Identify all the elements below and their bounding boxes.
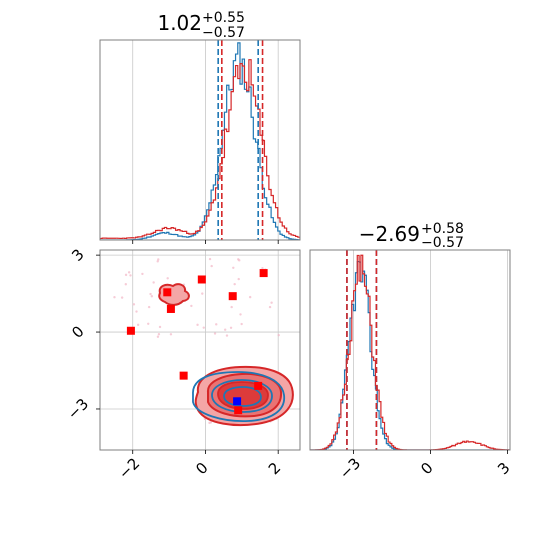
- grid-marginal-1: [132, 40, 279, 240]
- histogram-red-param-2: [310, 254, 510, 450]
- sample-point: [150, 295, 154, 298]
- sample-point: [202, 326, 205, 329]
- sample-point: [156, 335, 160, 338]
- sample-point: [169, 333, 173, 336]
- marker-red-square: [163, 288, 172, 297]
- sample-point: [141, 272, 144, 276]
- y-tick-label: −3: [64, 395, 92, 423]
- sample-point: [158, 325, 162, 329]
- histogram-red-param-1: [100, 59, 300, 240]
- quantile-lines-param-1: [217, 40, 264, 240]
- sample-point: [147, 322, 150, 325]
- sample-point: [215, 323, 218, 326]
- sample-point: [124, 283, 128, 286]
- sample-point: [208, 257, 212, 261]
- contour-blue-outer: [192, 371, 285, 422]
- sample-point: [261, 267, 264, 270]
- panel-marginal-2: −3 0 3 −2.69 +0.58 −0.57: [309, 221, 514, 483]
- marker-red-square: [126, 326, 135, 335]
- sample-point: [157, 333, 161, 336]
- marker-red-square: [234, 406, 243, 415]
- ticks-marginal-1: [132, 240, 279, 244]
- x-tick-label: −2: [115, 454, 143, 482]
- marker-red-square: [228, 292, 237, 301]
- sample-point: [240, 322, 243, 326]
- ticks-joint: −2 0 2 −3 0 3: [64, 245, 285, 482]
- marginal-1-title-value: 1.02: [157, 11, 202, 35]
- sample-point: [239, 313, 242, 316]
- sample-point: [270, 301, 273, 304]
- sample-point: [223, 328, 227, 331]
- histogram-blue-param-1: [100, 42, 300, 240]
- sample-point: [201, 292, 204, 295]
- y-tick-label: 3: [68, 245, 87, 264]
- scatter-markers: [126, 269, 268, 415]
- sample-point: [232, 266, 235, 269]
- sample-point: [113, 296, 116, 299]
- panel-marginal-1: 1.02 +0.55 −0.57: [99, 10, 301, 244]
- sample-point: [225, 334, 229, 337]
- ticks-marginal-2: −3 0 3: [336, 450, 514, 483]
- sample-point: [120, 296, 124, 299]
- y-tick-label: 0: [68, 322, 87, 341]
- sample-point: [233, 282, 236, 286]
- sample-point: [157, 258, 160, 261]
- sample-point: [135, 310, 138, 313]
- sample-point: [238, 259, 241, 262]
- x-tick-label: 3: [494, 459, 513, 478]
- marker-red-square: [259, 269, 268, 278]
- sample-point: [248, 295, 252, 299]
- sample-point: [124, 273, 128, 277]
- sample-point: [210, 264, 213, 268]
- quantile-lines-param-2: [346, 250, 378, 450]
- marker-red-square: [197, 275, 206, 284]
- axes-frame-marginal-2: [309, 249, 511, 451]
- panel-joint-2d: −2 0 2 −3 0 3: [64, 245, 301, 483]
- sample-point: [229, 326, 233, 329]
- marker-red-square: [166, 304, 175, 313]
- x-tick-label: 0: [417, 459, 436, 478]
- marginal-2-title-value: −2.69: [359, 222, 420, 246]
- sample-point: [149, 292, 152, 296]
- sample-point: [127, 271, 131, 274]
- marginal-1-title-plus: +0.55: [202, 10, 245, 26]
- sample-point: [209, 421, 213, 424]
- sample-point: [268, 305, 272, 309]
- contours-red: [158, 283, 294, 426]
- sample-point: [190, 304, 193, 308]
- marker-red-square: [179, 371, 188, 380]
- sample-point: [277, 333, 280, 337]
- sample-point: [213, 332, 217, 335]
- sample-point: [152, 281, 155, 284]
- sample-point: [196, 323, 199, 327]
- marginal-2-title-plus: +0.58: [421, 221, 464, 237]
- marker-blue-square: [233, 397, 242, 406]
- sample-point: [237, 277, 240, 281]
- axes-frame-joint: [99, 249, 301, 451]
- marginal-2-title-minus: −0.57: [421, 235, 464, 251]
- axes-frame-marginal-1: [99, 39, 301, 241]
- sample-point: [166, 277, 169, 280]
- sample-point: [147, 305, 151, 309]
- sample-point: [136, 323, 140, 327]
- sample-point: [132, 303, 136, 306]
- x-tick-label: −3: [336, 454, 364, 482]
- marginal-1-title-minus: −0.57: [202, 25, 245, 41]
- sample-point: [129, 274, 132, 277]
- sample-point: [156, 260, 159, 263]
- contour-blue-mid: [211, 379, 273, 413]
- sample-point: [230, 305, 233, 309]
- x-tick-label: 0: [192, 459, 211, 478]
- x-tick-label: 2: [265, 459, 284, 478]
- marker-red-square: [254, 381, 263, 390]
- histogram-blue-param-2: [310, 260, 510, 450]
- grid-marginal-2: [353, 250, 508, 450]
